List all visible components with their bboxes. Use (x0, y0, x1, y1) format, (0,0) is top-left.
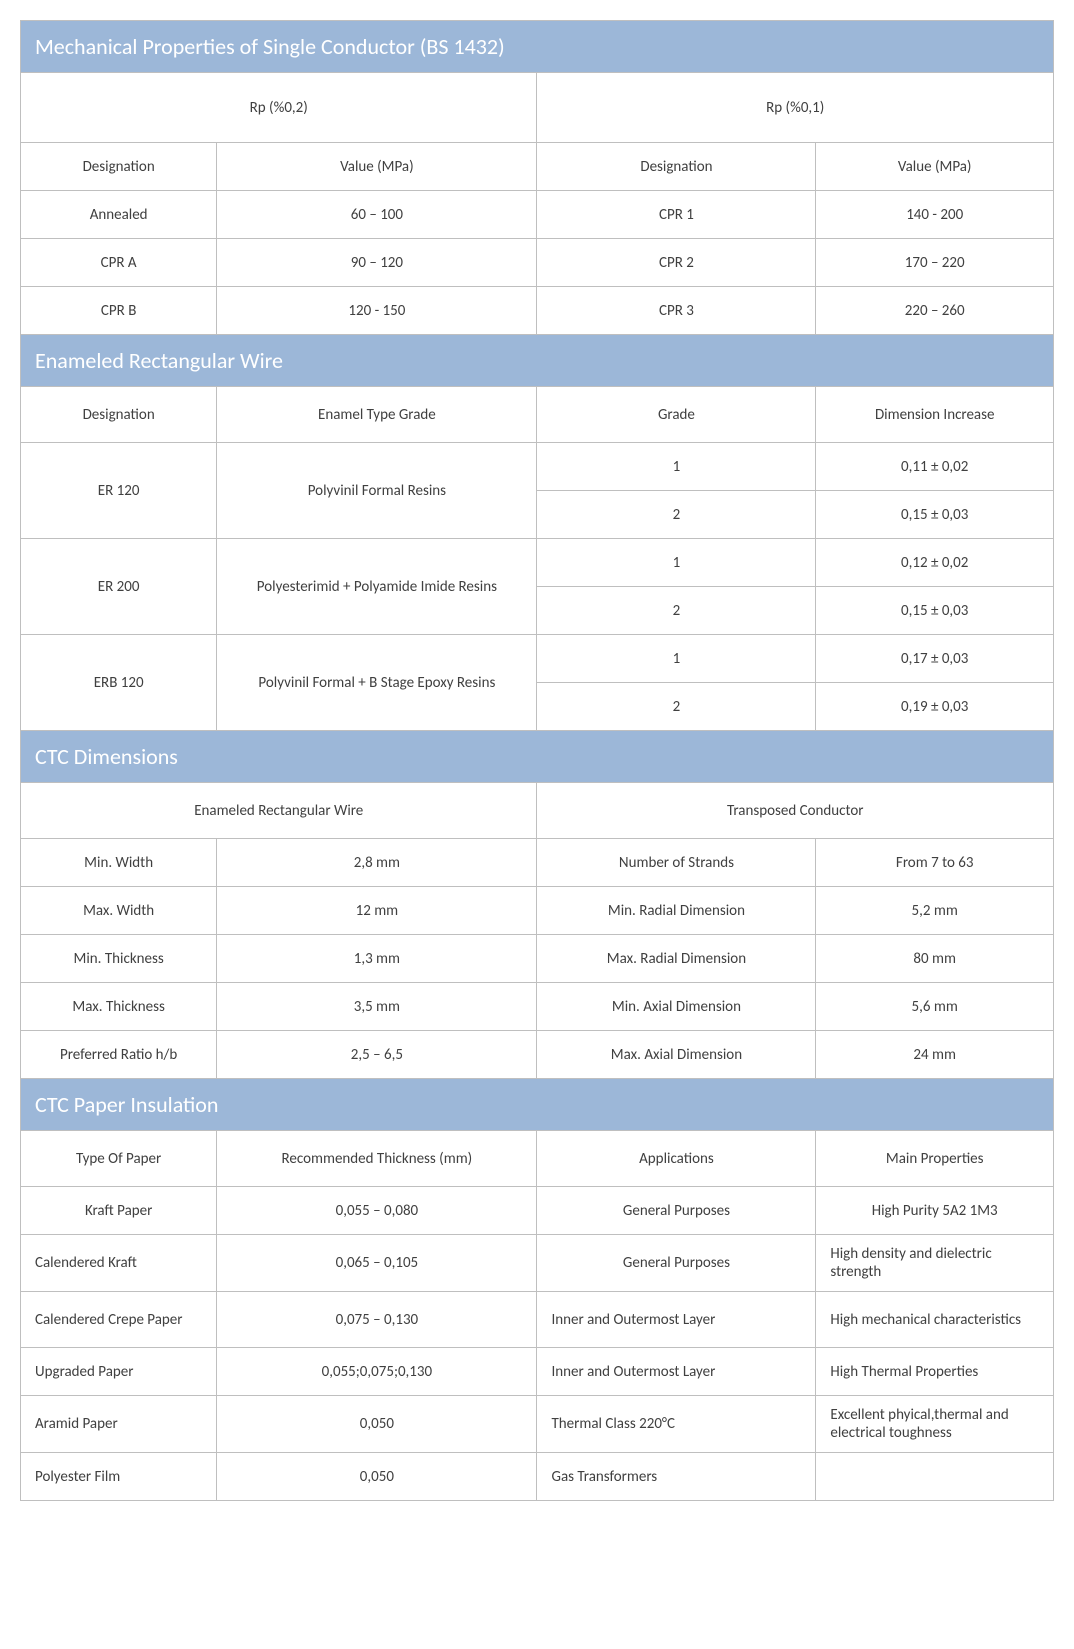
table-cell: 1 (537, 539, 816, 587)
table-cell: 90 – 120 (217, 239, 537, 287)
table-cell: General Purposes (537, 1187, 816, 1235)
table-cell: CPR A (21, 239, 217, 287)
table-cell: 0,055 – 0,080 (217, 1187, 537, 1235)
enam-col-2: Grade (537, 387, 816, 443)
table-cell: Polyester Film (21, 1453, 217, 1501)
table-cell: 0,050 (217, 1453, 537, 1501)
mech-col-0: Designation (21, 143, 217, 191)
paper-col-3: Main Properties (816, 1131, 1054, 1187)
table-cell: Number of Strands (537, 839, 816, 887)
table-cell: 80 mm (816, 935, 1054, 983)
table-cell: Min. Thickness (21, 935, 217, 983)
mech-group-right: Rp (%0,1) (537, 73, 1054, 143)
table-cell: Gas Transformers (537, 1453, 816, 1501)
table-cell (816, 1453, 1054, 1501)
table-cell: Calendered Kraft (21, 1235, 217, 1292)
table-cell: 2,5 – 6,5 (217, 1031, 537, 1079)
table-cell: ER 120 (21, 443, 217, 539)
table-cell: Polyvinil Formal Resins (217, 443, 537, 539)
table-cell: Max. Radial Dimension (537, 935, 816, 983)
table-cell: High mechanical characteristics (816, 1292, 1054, 1348)
table-cell: 2,8 mm (217, 839, 537, 887)
table-cell: From 7 to 63 (816, 839, 1054, 887)
table-cell: CPR B (21, 287, 217, 335)
ctc-group-right: Transposed Conductor (537, 783, 1054, 839)
table-cell: 60 – 100 (217, 191, 537, 239)
enam-col-3: Dimension Increase (816, 387, 1054, 443)
table-cell: 0,15 ± 0,03 (816, 587, 1054, 635)
table-cell: Thermal Class 220°C (537, 1396, 816, 1453)
table-cell: 12 mm (217, 887, 537, 935)
table-cell: 5,2 mm (816, 887, 1054, 935)
table-cell: 2 (537, 491, 816, 539)
table-cell: Inner and Outermost Layer (537, 1292, 816, 1348)
table-cell: Max. Thickness (21, 983, 217, 1031)
table-cell: Annealed (21, 191, 217, 239)
table-cell: 2 (537, 587, 816, 635)
table-cell: Min. Width (21, 839, 217, 887)
table-cell: Min. Axial Dimension (537, 983, 816, 1031)
table-cell: 170 – 220 (816, 239, 1054, 287)
table-cell: Inner and Outermost Layer (537, 1348, 816, 1396)
table-cell: ER 200 (21, 539, 217, 635)
paper-col-2: Applications (537, 1131, 816, 1187)
section-header-paper: CTC Paper Insulation (21, 1079, 1054, 1131)
mech-col-2: Designation (537, 143, 816, 191)
table-cell: Polyvinil Formal + B Stage Epoxy Resins (217, 635, 537, 731)
table-cell: 0,12 ± 0,02 (816, 539, 1054, 587)
table-cell: Polyesterimid + Polyamide Imide Resins (217, 539, 537, 635)
table-cell: 0,075 – 0,130 (217, 1292, 537, 1348)
paper-col-0: Type Of Paper (21, 1131, 217, 1187)
table-cell: 220 – 260 (816, 287, 1054, 335)
table-cell: 1 (537, 443, 816, 491)
table-cell: Kraft Paper (21, 1187, 217, 1235)
table-cell: 1,3 mm (217, 935, 537, 983)
table-cell: 5,6 mm (816, 983, 1054, 1031)
table-cell: Preferred Ratio h/b (21, 1031, 217, 1079)
table-cell: ERB 120 (21, 635, 217, 731)
section-header-enam: Enameled Rectangular Wire (21, 335, 1054, 387)
table-cell: CPR 3 (537, 287, 816, 335)
mech-col-1: Value (MPa) (217, 143, 537, 191)
ctc-group-left: Enameled Rectangular Wire (21, 783, 537, 839)
table-cell: 3,5 mm (217, 983, 537, 1031)
table-cell: General Purposes (537, 1235, 816, 1292)
table-cell: Excellent phyical,thermal and electrical… (816, 1396, 1054, 1453)
table-cell: Upgraded Paper (21, 1348, 217, 1396)
table-cell: 0,065 – 0,105 (217, 1235, 537, 1292)
table-cell: High density and dielectric strength (816, 1235, 1054, 1292)
table-cell: Max. Width (21, 887, 217, 935)
table-cell: High Purity 5A2 1M3 (816, 1187, 1054, 1235)
section-header-ctc: CTC Dimensions (21, 731, 1054, 783)
table-cell: 140 - 200 (816, 191, 1054, 239)
paper-col-1: Recommended Thickness (mm) (217, 1131, 537, 1187)
table-cell: CPR 1 (537, 191, 816, 239)
table-cell: 0,15 ± 0,03 (816, 491, 1054, 539)
table-cell: Min. Radial Dimension (537, 887, 816, 935)
table-cell: 0,050 (217, 1396, 537, 1453)
table-cell: Calendered Crepe Paper (21, 1292, 217, 1348)
table-cell: 1 (537, 635, 816, 683)
enam-col-0: Designation (21, 387, 217, 443)
table-cell: 0,17 ± 0,03 (816, 635, 1054, 683)
table-cell: 2 (537, 683, 816, 731)
table-cell: CPR 2 (537, 239, 816, 287)
table-cell: 120 - 150 (217, 287, 537, 335)
table-cell: 0,055;0,075;0,130 (217, 1348, 537, 1396)
enam-col-1: Enamel Type Grade (217, 387, 537, 443)
section-header-mech: Mechanical Properties of Single Conducto… (21, 21, 1054, 73)
table-cell: 24 mm (816, 1031, 1054, 1079)
table-cell: 0,19 ± 0,03 (816, 683, 1054, 731)
mech-col-3: Value (MPa) (816, 143, 1054, 191)
table-cell: Aramid Paper (21, 1396, 217, 1453)
mech-group-left: Rp (%0,2) (21, 73, 537, 143)
table-cell: Max. Axial Dimension (537, 1031, 816, 1079)
table-cell: High Thermal Properties (816, 1348, 1054, 1396)
table-cell: 0,11 ± 0,02 (816, 443, 1054, 491)
spec-table: Mechanical Properties of Single Conducto… (20, 20, 1054, 1501)
